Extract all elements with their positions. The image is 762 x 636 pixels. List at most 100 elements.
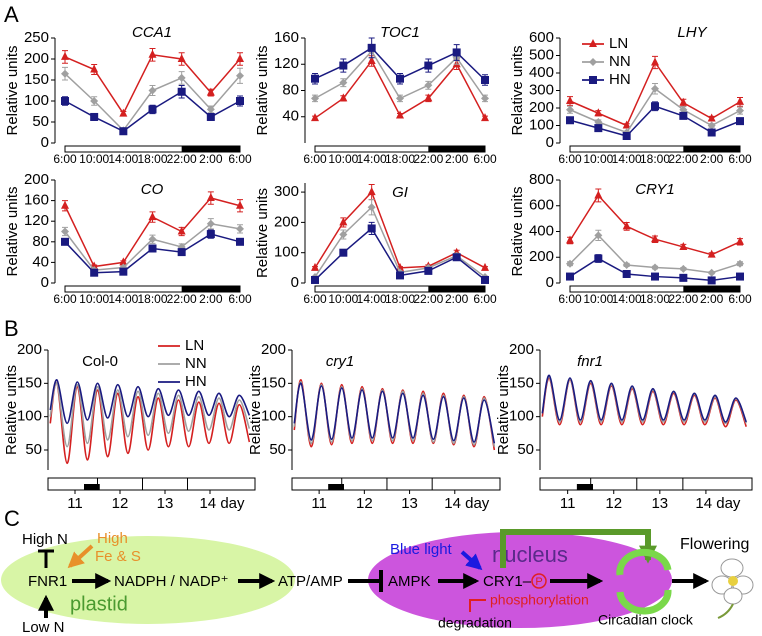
marker: [622, 120, 631, 129]
marker: [679, 111, 688, 120]
dark-bar: [84, 484, 100, 490]
marker: [148, 49, 157, 58]
nucleus-shape: [368, 532, 672, 628]
marker: [119, 267, 128, 276]
y-tick-label: 300: [274, 183, 299, 200]
marker: [90, 64, 99, 73]
marker: [424, 266, 433, 275]
arrow: [67, 544, 94, 569]
marker: [589, 76, 597, 84]
marker: [651, 263, 659, 272]
marker: [622, 221, 631, 230]
y-tick-label: 500: [529, 46, 554, 63]
marker: [339, 230, 348, 239]
marker: [736, 96, 744, 105]
y-tick-label: 200: [509, 341, 534, 358]
series-line: [49, 382, 251, 448]
y-tick-label: 150: [17, 374, 42, 391]
x-tick-label: 12: [605, 495, 622, 512]
x-tick-label: 11: [560, 495, 576, 512]
x-tick-label: 6:00: [728, 292, 752, 306]
day-bar: [47, 477, 256, 491]
y-tick-label: 120: [24, 212, 49, 229]
marker: [679, 241, 688, 250]
marker: [424, 61, 433, 70]
dark-bar: [683, 286, 740, 292]
marker: [367, 224, 376, 233]
marker: [148, 235, 157, 244]
arrow: [500, 529, 657, 568]
y-tick-label: 800: [529, 171, 554, 188]
y-axis-label: Relative units: [4, 186, 21, 276]
panel-label: A: [4, 2, 19, 27]
clock-arc: [616, 589, 672, 615]
dark-bar: [576, 484, 593, 490]
series-line: [49, 382, 251, 465]
label: Fe & S: [95, 548, 141, 565]
marker: [679, 105, 688, 114]
y-tick-label: 200: [24, 171, 49, 188]
marker: [589, 39, 597, 47]
marker: [148, 105, 157, 114]
series-line: [569, 194, 741, 256]
panel-label: B: [4, 316, 19, 341]
x-tick-label: 14:00: [612, 152, 642, 166]
marker: [566, 272, 574, 281]
y-tick-label: 100: [274, 244, 299, 261]
y-tick-label: 200: [529, 248, 554, 265]
marker: [236, 237, 244, 246]
x-tick-label: 14:00: [108, 152, 138, 166]
marker: [339, 248, 348, 257]
y-tick-label: 200: [261, 341, 286, 358]
label: ATP/AMP: [278, 573, 343, 590]
marker: [707, 113, 716, 122]
marker: [148, 86, 157, 95]
marker: [594, 118, 603, 126]
marker: [367, 55, 376, 64]
x-tick-label: 6:00: [303, 152, 327, 166]
label: P: [535, 576, 542, 588]
y-axis-label: Relative units: [254, 45, 271, 135]
legend-label: LN: [609, 35, 628, 52]
marker: [61, 237, 69, 246]
x-tick-label: 18:00: [137, 292, 167, 306]
y-tick-label: 50: [25, 441, 42, 458]
chart-title: TOC1: [380, 24, 420, 41]
x-tick-label: 2:00: [199, 152, 223, 166]
marker: [707, 268, 716, 277]
marker: [481, 262, 489, 271]
marker: [206, 219, 215, 228]
x-tick-label: 12: [112, 495, 129, 512]
chart-title: CCA1: [132, 24, 172, 41]
y-tick-label: 100: [17, 408, 42, 425]
chart-title: Col-0: [82, 353, 118, 370]
marker: [61, 51, 69, 60]
day-bar: [539, 477, 753, 491]
x-tick-label: 6:00: [228, 292, 252, 306]
y-tick-label: 80: [32, 233, 49, 250]
x-tick-label: 10:00: [583, 152, 613, 166]
x-tick-label: 11: [311, 495, 327, 512]
y-tick-label: 0: [291, 274, 299, 291]
chart-title: fnr1: [577, 353, 603, 370]
x-tick-label: 14 day: [199, 495, 245, 512]
marker: [90, 112, 99, 121]
marker: [594, 231, 603, 240]
marker: [236, 71, 244, 80]
marker: [206, 105, 215, 114]
label: degradation: [438, 615, 512, 631]
x-tick-label: 10:00: [328, 292, 358, 306]
y-tick-label: 0: [546, 274, 554, 291]
marker: [396, 271, 404, 280]
marker: [236, 224, 244, 233]
marker: [311, 262, 319, 271]
marker: [566, 105, 574, 114]
y-tick-label: 100: [261, 408, 286, 425]
y-axis-label: Relative units: [509, 45, 526, 135]
chart-title: CRY1: [635, 181, 674, 198]
x-tick-label: 18:00: [137, 152, 167, 166]
x-tick-label: 2:00: [445, 292, 469, 306]
dark-bar: [428, 146, 485, 152]
marker: [679, 97, 688, 106]
marker: [736, 236, 744, 245]
